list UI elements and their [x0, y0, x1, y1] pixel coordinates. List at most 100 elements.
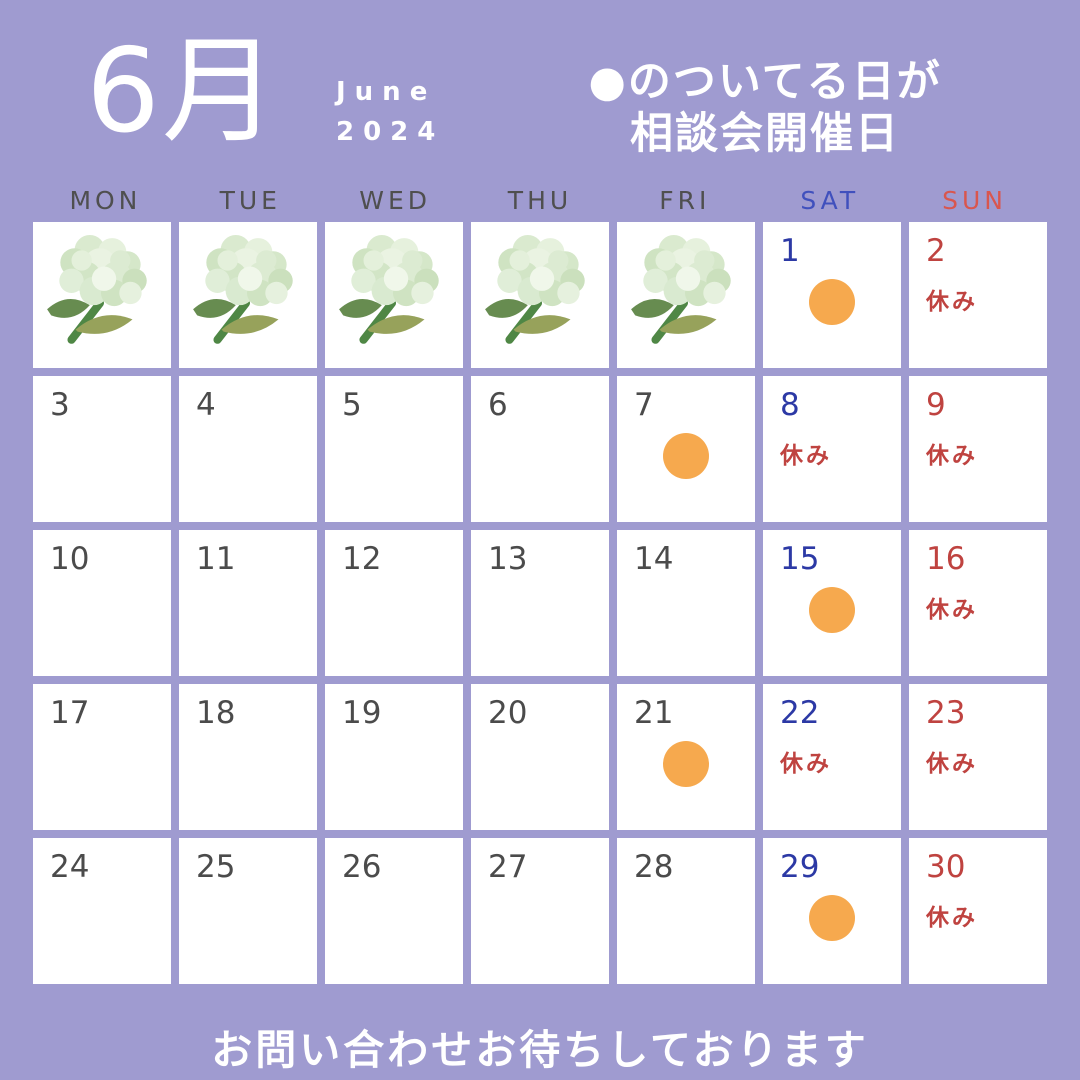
weekday-label-sat: SAT — [800, 186, 860, 215]
day-number: 12 — [342, 541, 382, 577]
day-number: 23 — [926, 695, 966, 731]
calendar-cell-day-11: 11 — [179, 530, 317, 676]
footer-message: お問い合わせお待ちしております — [211, 1026, 869, 1074]
day-number: 14 — [634, 541, 674, 577]
weekday-label-sun: SUN — [942, 186, 1007, 215]
day-number: 28 — [634, 849, 674, 885]
event-dot-icon — [809, 895, 855, 941]
calendar-cell-day-21: 21 — [617, 684, 755, 830]
day-number: 6 — [488, 387, 508, 423]
month-subtitle: June 2024 — [336, 72, 444, 153]
year-label: 2024 — [336, 117, 445, 148]
calendar-cell-decorative — [179, 222, 317, 368]
day-number: 22 — [780, 695, 820, 731]
calendar-cell-day-8: 8 休み — [763, 376, 901, 522]
calendar-cell-decorative — [471, 222, 609, 368]
day-number: 21 — [634, 695, 674, 731]
legend-note-line1: ●のついてる日が — [588, 57, 942, 107]
calendar-cell-day-29: 29 — [763, 838, 901, 984]
day-number: 9 — [926, 387, 946, 423]
weekday-label-mon: MON — [69, 186, 142, 215]
calendar-cell-day-5: 5 — [325, 376, 463, 522]
day-number: 29 — [780, 849, 820, 885]
calendar-cell-day-1: 1 — [763, 222, 901, 368]
legend-note: ●のついてる日が 相談会開催日 — [555, 56, 975, 161]
calendar-cell-day-27: 27 — [471, 838, 609, 984]
day-number: 4 — [196, 387, 216, 423]
calendar-cell-decorative — [33, 222, 171, 368]
day-number: 16 — [926, 541, 966, 577]
day-number: 1 — [780, 233, 800, 269]
hydrangea-flower-icon — [47, 235, 147, 344]
calendar-cell-day-10: 10 — [33, 530, 171, 676]
calendar-cell-day-20: 20 — [471, 684, 609, 830]
event-dot-icon — [663, 433, 709, 479]
calendar-cell-day-6: 6 — [471, 376, 609, 522]
closed-label: 休み — [780, 443, 832, 470]
day-number: 26 — [342, 849, 382, 885]
calendar-cell-day-3: 3 — [33, 376, 171, 522]
calendar-cell-day-7: 7 — [617, 376, 755, 522]
calendar-cell-day-26: 26 — [325, 838, 463, 984]
day-number: 20 — [488, 695, 528, 731]
calendar-cell-day-12: 12 — [325, 530, 463, 676]
calendar-cell-day-14: 14 — [617, 530, 755, 676]
hydrangea-flower-icon — [485, 235, 585, 344]
day-number: 19 — [342, 695, 382, 731]
weekday-header-row: MON TUE WED THU FRI SAT SUN — [33, 186, 1047, 215]
day-number: 5 — [342, 387, 362, 423]
hydrangea-flower-icon — [193, 235, 293, 344]
day-number: 24 — [50, 849, 90, 885]
calendar-cell-day-13: 13 — [471, 530, 609, 676]
calendar-cell-day-17: 17 — [33, 684, 171, 830]
calendar-cell-day-16: 16 休み — [909, 530, 1047, 676]
calendar-cell-day-28: 28 — [617, 838, 755, 984]
day-number: 11 — [196, 541, 236, 577]
weekday-label-wed: WED — [359, 186, 432, 215]
calendar-cell-day-19: 19 — [325, 684, 463, 830]
closed-label: 休み — [926, 443, 978, 470]
calendar-cell-day-18: 18 — [179, 684, 317, 830]
closed-label: 休み — [926, 289, 978, 316]
closed-label: 休み — [926, 751, 978, 778]
day-number: 2 — [926, 233, 946, 269]
hydrangea-flower-icon — [631, 235, 731, 344]
day-number: 18 — [196, 695, 236, 731]
calendar-cell-day-25: 25 — [179, 838, 317, 984]
day-number: 25 — [196, 849, 236, 885]
calendar-grid: 1 2 休み 3 4 5 6 7 8 休み 9 休み 10 11 12 13 14 15 16 休み 17 18 19 20 2… — [33, 222, 1047, 984]
calendar-cell-day-15: 15 — [763, 530, 901, 676]
day-number: 7 — [634, 387, 654, 423]
calendar-cell-day-24: 24 — [33, 838, 171, 984]
day-number: 15 — [780, 541, 820, 577]
day-number: 30 — [926, 849, 966, 885]
day-number: 3 — [50, 387, 70, 423]
day-number: 13 — [488, 541, 528, 577]
calendar-cell-day-22: 22 休み — [763, 684, 901, 830]
weekday-label-fri: FRI — [659, 186, 711, 215]
event-dot-icon — [809, 279, 855, 325]
month-name-en: June — [336, 77, 437, 107]
event-dot-icon — [809, 587, 855, 633]
day-number: 10 — [50, 541, 90, 577]
calendar-cell-day-9: 9 休み — [909, 376, 1047, 522]
calendar-cell-day-4: 4 — [179, 376, 317, 522]
calendar-cell-day-30: 30 休み — [909, 838, 1047, 984]
legend-note-line2: 相談会開催日 — [630, 109, 900, 160]
day-number: 27 — [488, 849, 528, 885]
closed-label: 休み — [926, 905, 978, 932]
weekday-label-tue: TUE — [219, 186, 281, 215]
calendar-cell-decorative — [325, 222, 463, 368]
day-number: 8 — [780, 387, 800, 423]
month-title: 6月 — [86, 24, 280, 159]
event-dot-icon — [663, 741, 709, 787]
closed-label: 休み — [926, 597, 978, 624]
calendar-cell-day-2: 2 休み — [909, 222, 1047, 368]
day-number: 17 — [50, 695, 90, 731]
weekday-label-thu: THU — [507, 186, 573, 215]
calendar-cell-decorative — [617, 222, 755, 368]
closed-label: 休み — [780, 751, 832, 778]
calendar-cell-day-23: 23 休み — [909, 684, 1047, 830]
hydrangea-flower-icon — [339, 235, 439, 344]
